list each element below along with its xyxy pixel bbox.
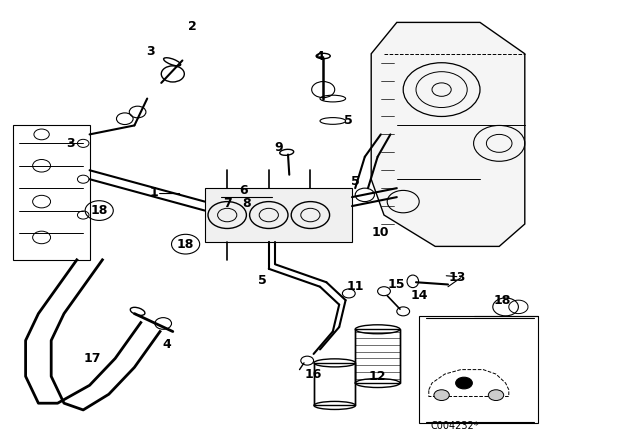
Text: 5: 5 [258, 273, 267, 287]
Bar [355, 329, 400, 383]
Text: 17: 17 [84, 352, 102, 365]
Text: 5: 5 [344, 114, 353, 128]
Circle shape [488, 390, 504, 401]
Text: 5: 5 [351, 175, 360, 188]
Polygon shape [205, 188, 352, 242]
Bar [419, 316, 538, 423]
Circle shape [456, 377, 472, 389]
Text: 11: 11 [346, 280, 364, 293]
Text: C004232*: C004232* [430, 422, 479, 431]
Text: 4: 4 [316, 49, 324, 63]
Text: 18: 18 [90, 204, 108, 217]
Polygon shape [371, 22, 525, 246]
Text: 10: 10 [372, 226, 390, 240]
Text: 3: 3 [146, 45, 155, 58]
Text: 18: 18 [493, 293, 511, 307]
Text: 1: 1 [149, 186, 158, 199]
Text: 9: 9 [274, 141, 283, 155]
Text: 4: 4 [162, 338, 171, 352]
Text: 2: 2 [188, 20, 196, 34]
Circle shape [434, 390, 449, 401]
Text: 16: 16 [305, 367, 323, 381]
Text: 12: 12 [369, 370, 387, 383]
Text: 8: 8 [242, 197, 251, 211]
Text: 7: 7 [223, 197, 232, 211]
Text: 15: 15 [388, 278, 406, 291]
Text: 6: 6 [239, 184, 248, 197]
Text: 18: 18 [177, 237, 195, 251]
Text: 13: 13 [449, 271, 467, 284]
Bar [314, 363, 355, 405]
Text: 14: 14 [410, 289, 428, 302]
Text: 3: 3 [66, 137, 75, 150]
